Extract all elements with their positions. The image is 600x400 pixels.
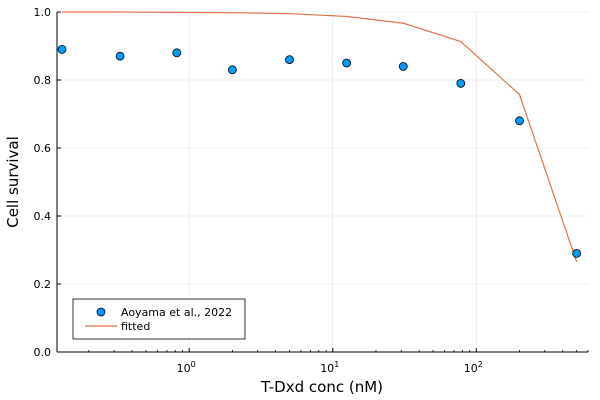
y-tick-label: 0.0: [34, 346, 52, 359]
data-point: [398, 62, 408, 71]
x-tick-label: 100: [177, 360, 196, 375]
data-point: [172, 48, 182, 58]
y-tick-label: 0.6: [34, 142, 52, 155]
y-axis-label: Cell survival: [4, 136, 22, 228]
y-tick-label: 0.2: [34, 278, 52, 291]
data-point: [285, 55, 294, 64]
data-point: [342, 58, 352, 68]
data-point: [515, 116, 524, 126]
series-layer: [57, 11, 582, 263]
data-point: [572, 248, 582, 258]
y-tick-label: 0.4: [34, 210, 52, 223]
legend-label: fitted: [121, 320, 150, 333]
fitted-line: [61, 11, 578, 263]
legend-label: Aoyama et al., 2022: [121, 306, 232, 319]
data-point: [228, 65, 237, 75]
legend-box: [72, 298, 246, 340]
data-point: [57, 45, 67, 54]
tick-labels: 0.0 0.2 0.4 0.6 0.8 1.0 100 101 102: [34, 6, 483, 375]
data-point: [115, 51, 125, 61]
y-tick-label: 0.8: [34, 74, 52, 87]
axes: [56, 11, 589, 353]
x-tick-label: 102: [464, 360, 483, 375]
x-axis-label: T-Dxd conc (nM): [260, 378, 383, 396]
x-tick-label: 101: [320, 360, 339, 375]
legend-marker-scatter: [96, 307, 106, 317]
y-tick-label: 1.0: [34, 6, 52, 19]
data-point: [456, 79, 466, 88]
